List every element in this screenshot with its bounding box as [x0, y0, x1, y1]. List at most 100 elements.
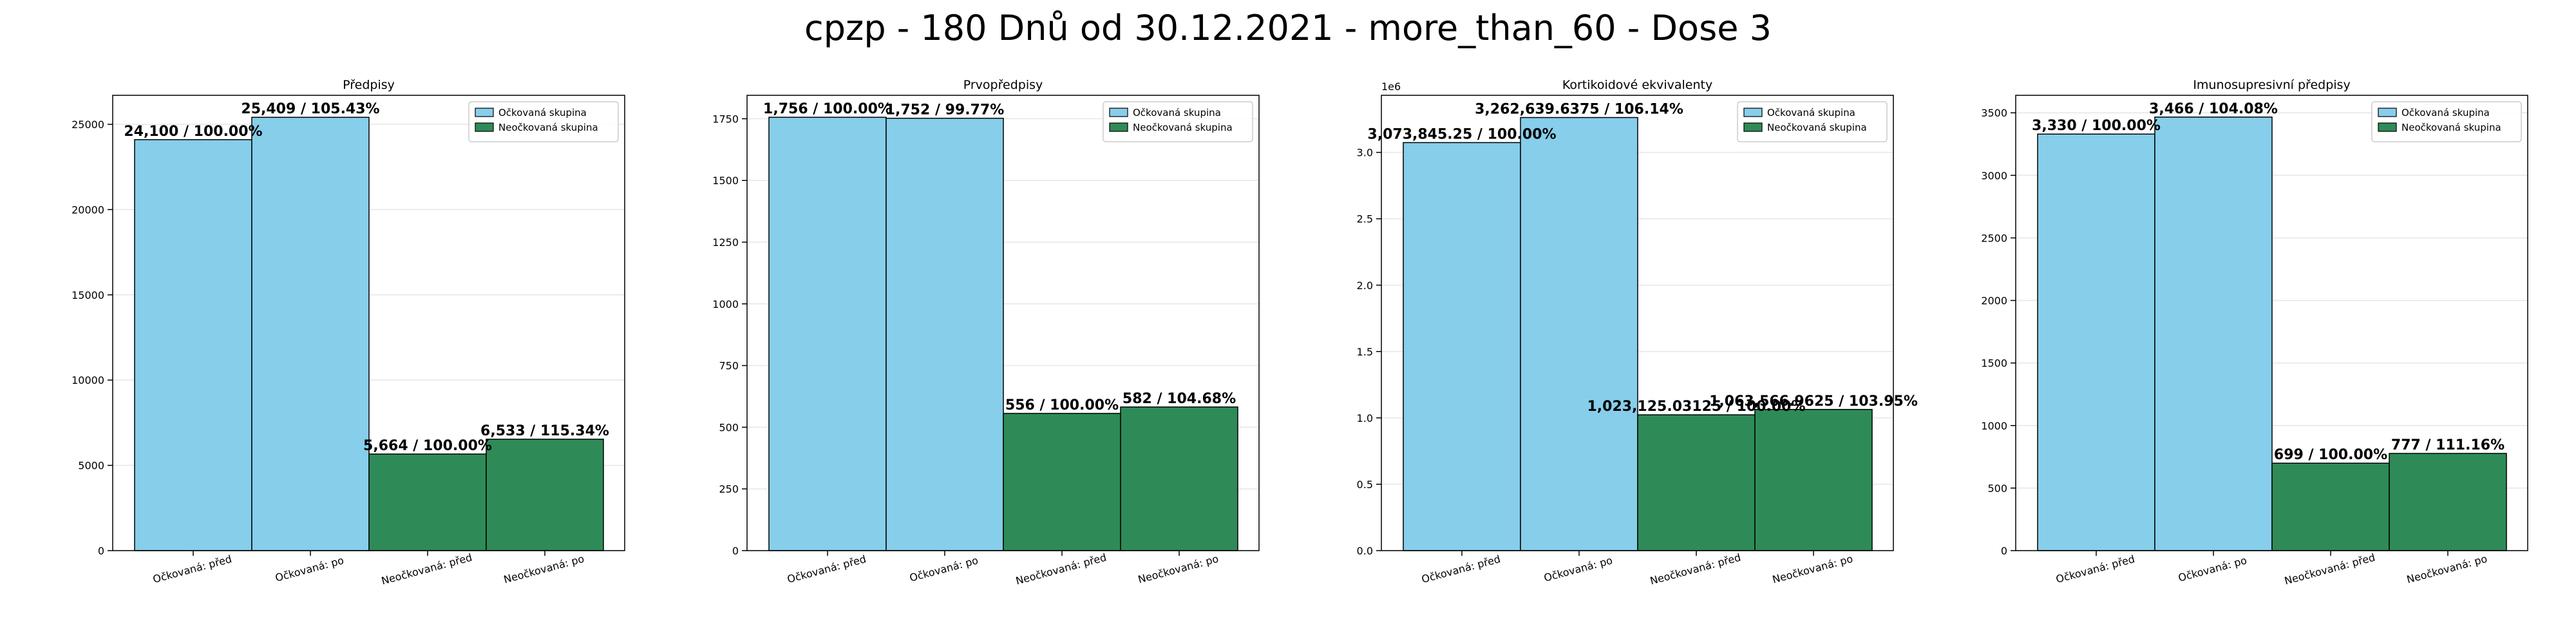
legend-label: Očkovaná skupina [1133, 107, 1221, 118]
legend-swatch [2378, 108, 2397, 117]
y-tick-label: 2.5 [1357, 213, 1373, 225]
legend-box [1103, 101, 1253, 142]
legend-box [2371, 101, 2522, 142]
chart-panel-1: 0 5000 10000 15000 20000 25000 24,100 / 100.00… [71, 78, 625, 587]
data-label: 556 / 100.00% [1005, 397, 1119, 413]
chart-title: Prvopředpisy [963, 78, 1043, 92]
data-label: 5,664 / 100.00% [363, 438, 492, 454]
x-tick-label: Očkovaná: po [2177, 554, 2248, 584]
data-label: 777 / 111.16% [2391, 437, 2505, 453]
bar [1120, 406, 1238, 551]
y-offset-label: 1e6 [1381, 80, 1401, 93]
bar [1754, 409, 1873, 551]
chart-title: Imunosupresivní předpisy [2193, 78, 2350, 92]
legend-label: Očkovaná skupina [2401, 107, 2490, 118]
bar [886, 117, 1004, 551]
y-tick-label: 1000 [712, 298, 739, 310]
y-tick-label: 5000 [78, 460, 104, 472]
x-tick-label: Očkovaná: před [1420, 553, 1502, 585]
legend-label: Neočkovaná skupina [2401, 122, 2501, 133]
data-label: 3,330 / 100.00% [2032, 118, 2161, 134]
y-tick-label: 500 [719, 421, 739, 433]
data-label: 1,756 / 100.00% [763, 101, 892, 117]
chart-panel-3: 0.0 0.5 1.0 1.5 2.0 2.5 3.0 1e6 3,073,845.25 / 1… [1357, 78, 1918, 587]
bar [368, 453, 487, 551]
bar [1637, 414, 1756, 551]
x-tick-label: Neočkovaná: po [1137, 553, 1220, 586]
legend-swatch [475, 122, 494, 132]
bar [768, 117, 887, 551]
chart-title: Kortikoidové ekvivalenty [1562, 78, 1712, 92]
x-tick-label: Neočkovaná: před [1649, 551, 1742, 587]
y-tick-label: 1500 [1981, 357, 2007, 370]
y-tick-label: 3.0 [1357, 147, 1373, 159]
x-tick-label: Neočkovaná: po [502, 553, 585, 586]
y-tick-label: 1.0 [1357, 412, 1373, 424]
y-tick-label: 750 [719, 360, 739, 372]
legend-swatch [1109, 122, 1128, 132]
legend: Očkovaná skupina Neočkovaná skupina [2371, 101, 2522, 142]
legend-swatch [475, 108, 494, 117]
data-label: 1,752 / 99.77% [886, 102, 1005, 118]
y-tick-label: 25000 [71, 118, 104, 131]
x-tick-label: Neočkovaná: před [2283, 551, 2376, 587]
y-tick-label: 1750 [712, 113, 739, 125]
x-tick-label: Neočkovaná: před [1014, 551, 1108, 587]
bar [2389, 453, 2507, 551]
y-tick-label: 1250 [712, 236, 739, 249]
y-tick-label: 1.5 [1357, 346, 1373, 358]
legend-swatch [1743, 108, 1763, 117]
y-tick-label: 500 [1987, 482, 2007, 495]
legend-label: Očkovaná skupina [1767, 107, 1855, 118]
y-tick-label: 1000 [1981, 420, 2007, 432]
x-tick-label: Očkovaná: po [274, 554, 345, 584]
bar [1403, 142, 1521, 551]
data-label: 24,100 / 100.00% [124, 124, 262, 140]
bar [2154, 117, 2273, 551]
legend-box [1737, 101, 1888, 142]
chart-panel-4: 0 500 1000 1500 2000 2500 3000 3500 3,330 / 100.… [1981, 78, 2528, 587]
y-tick-label: 1500 [712, 175, 739, 187]
data-label: 582 / 104.68% [1122, 391, 1236, 407]
legend-swatch [1109, 108, 1128, 117]
y-tick-label: 0 [98, 545, 104, 557]
data-label: 3,262,639.6375 / 106.14% [1475, 101, 1683, 117]
y-tick-label: 0.5 [1357, 478, 1373, 491]
y-tick-label: 2.0 [1357, 279, 1373, 292]
legend-label: Neočkovaná skupina [1767, 122, 1867, 133]
y-tick-label: 250 [719, 483, 739, 495]
y-tick-label: 3500 [1981, 107, 2007, 119]
y-tick-label: 2000 [1981, 295, 2007, 307]
data-label: 3,466 / 104.08% [2149, 101, 2278, 117]
x-tick-label: Neočkovaná: po [1771, 553, 1854, 586]
legend: Očkovaná skupina Neočkovaná skupina [1103, 101, 1253, 142]
data-label: 699 / 100.00% [2274, 447, 2387, 463]
bar [486, 439, 604, 551]
x-tick-label: Neočkovaná: před [380, 551, 473, 587]
bar [1520, 117, 1638, 551]
bar [251, 117, 370, 551]
bar [1003, 413, 1121, 551]
y-tick-label: 0 [2001, 545, 2007, 557]
legend: Očkovaná skupina Neočkovaná skupina [468, 101, 619, 142]
legend: Očkovaná skupina Neočkovaná skupina [1737, 101, 1888, 142]
x-tick-label: Očkovaná: před [786, 553, 867, 585]
data-label: 3,073,845.25 / 100.00% [1367, 126, 1556, 142]
x-tick-label: Očkovaná: před [151, 553, 233, 585]
legend-swatch [2378, 122, 2397, 132]
bar [2271, 462, 2390, 551]
data-label: 6,533 / 115.34% [480, 423, 609, 439]
legend-label: Neočkovaná skupina [498, 122, 598, 133]
y-tick-label: 2500 [1981, 232, 2007, 244]
data-label: 1,063,566.9625 / 103.95% [1709, 393, 1918, 410]
y-tick-label: 0 [732, 545, 739, 557]
figure-title: cpzp - 180 Dnů od 30.12.2021 - more_than… [804, 8, 1772, 48]
y-tick-label: 15000 [71, 289, 104, 301]
y-tick-label: 0.0 [1357, 545, 1373, 557]
axes-frame [112, 95, 625, 551]
legend-label: Neočkovaná skupina [1133, 122, 1233, 133]
legend-box [468, 101, 619, 142]
y-tick-label: 10000 [71, 374, 104, 386]
x-tick-label: Očkovaná: po [1542, 554, 1614, 584]
